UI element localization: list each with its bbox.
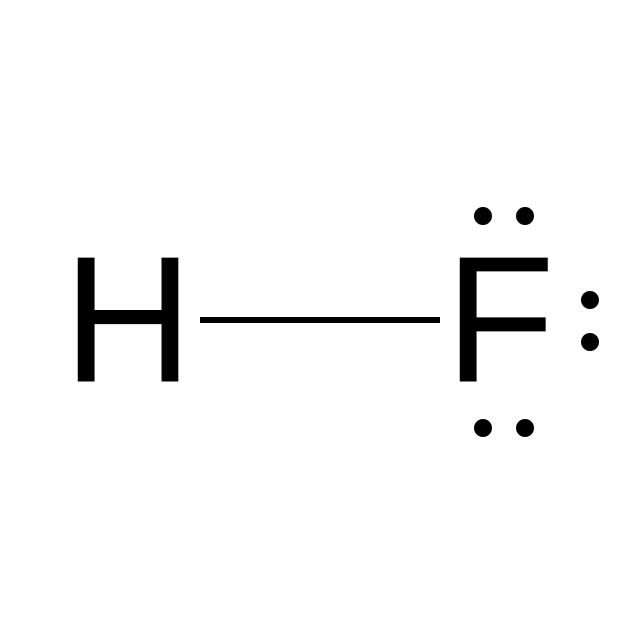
lone-pair-dot	[581, 291, 599, 309]
lone-pair-dot	[516, 419, 534, 437]
lone-pair-dot	[581, 333, 599, 351]
lone-pair-dot	[474, 419, 492, 437]
atom-label-F: F	[445, 220, 555, 421]
lone-pair-dot	[474, 207, 492, 225]
lone-pair-dot	[516, 207, 534, 225]
lewis-structure-diagram: HF	[0, 0, 640, 640]
atom-label-H: H	[63, 220, 193, 421]
